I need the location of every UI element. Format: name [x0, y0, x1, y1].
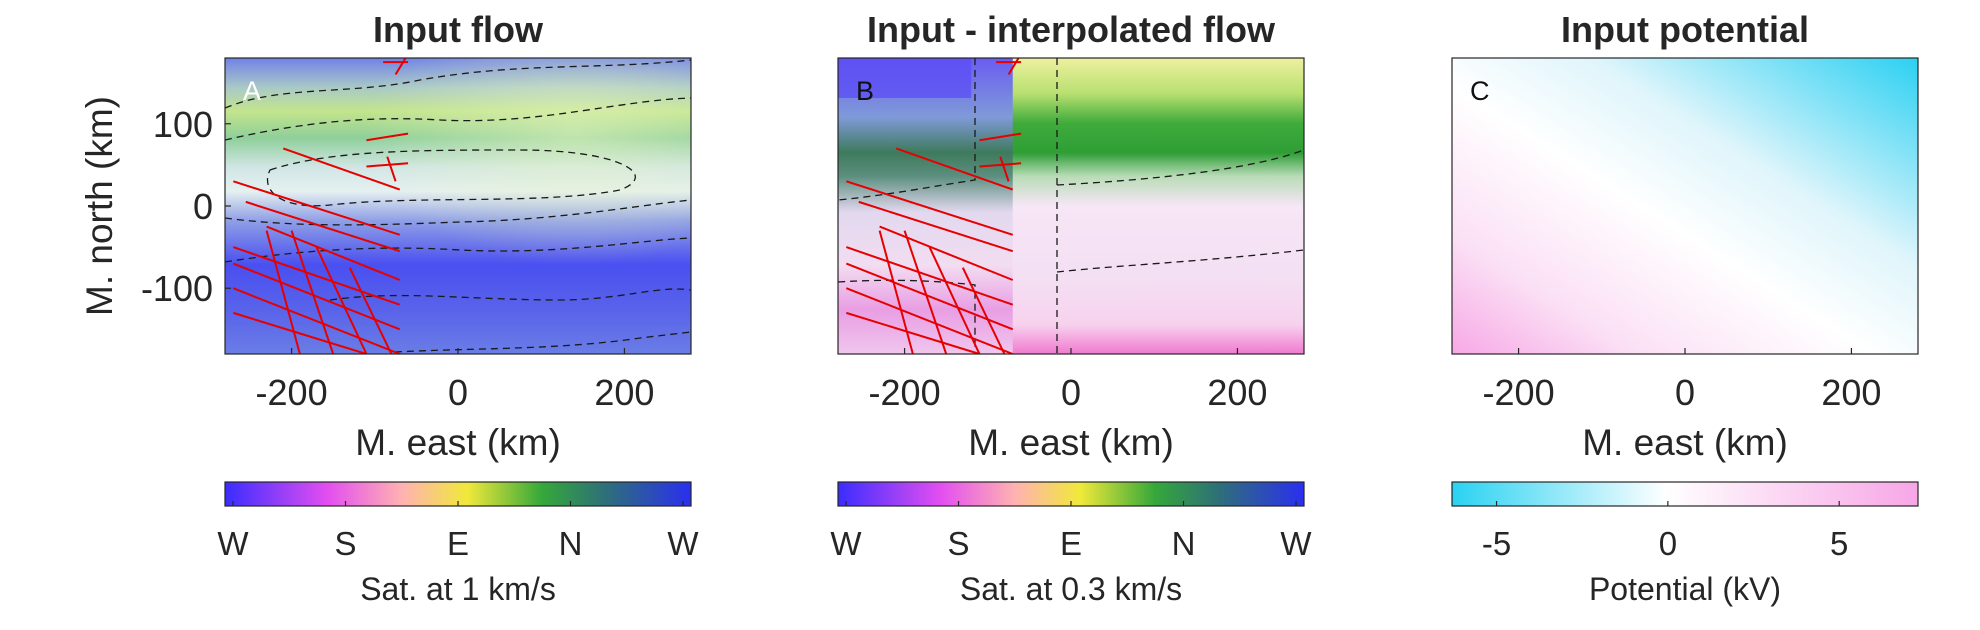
- satellite-track: [858, 200, 1014, 253]
- colorbar-tick-label: W: [217, 525, 249, 562]
- colorbar-tick-label: S: [334, 525, 356, 562]
- colorbar: -5 0 5 Potential (kV): [1451, 481, 1919, 607]
- x-tick-label: 0: [1675, 372, 1695, 413]
- satellite-track: [232, 246, 401, 306]
- x-tick-label: 200: [1821, 372, 1881, 413]
- satellite-track: [232, 262, 401, 331]
- contour-line: [329, 288, 691, 301]
- colorbar-tick-label: W: [1280, 525, 1312, 562]
- contour-line: [225, 59, 691, 109]
- satellite-track: [233, 180, 401, 236]
- x-axis-label: M. east (km): [355, 422, 561, 463]
- y-tick-label: -100: [141, 268, 213, 309]
- satellite-track: [315, 246, 368, 354]
- satellite-track: [845, 246, 1014, 306]
- panel-c: C Input potential -200 0 200 M. east (km) -5 0 5…: [1451, 9, 1919, 607]
- heatmap-field: [1452, 58, 1918, 354]
- colorbar-tick-label: N: [1172, 525, 1196, 562]
- track-group: [232, 58, 409, 354]
- contour-group: [225, 59, 691, 353]
- satellite-track: [245, 200, 401, 253]
- satellite-track: [290, 230, 335, 354]
- satellite-track: [846, 311, 980, 354]
- satellite-track: [846, 180, 1014, 236]
- y-tick-label: 0: [193, 186, 213, 227]
- colorbar-tick-label: 5: [1830, 525, 1848, 562]
- panel-b: B Input - interpolated flow -200 0 200 M. eas…: [830, 9, 1312, 607]
- colorbar: W S E N W Sat. at 1 km/s: [217, 481, 699, 607]
- satellite-track: [928, 246, 981, 354]
- satellite-track: [895, 147, 1014, 191]
- panel-a: A Input flow -200 0 200 M. east (km) 100 0 -100 M…: [79, 9, 699, 607]
- satellite-track: [845, 287, 1014, 354]
- satellite-track: [366, 162, 409, 168]
- satellite-track: [265, 230, 301, 354]
- colorbar-tick-label: W: [667, 525, 699, 562]
- x-axis-label: M. east (km): [968, 422, 1174, 463]
- colorbar-tick-label: -5: [1482, 525, 1511, 562]
- contour-line: [1056, 249, 1304, 273]
- satellite-track: [961, 267, 1006, 354]
- satellite-track: [366, 132, 409, 142]
- colorbar-tick-label: E: [1060, 525, 1082, 562]
- chart-title: Input flow: [373, 9, 544, 50]
- satellite-track: [394, 58, 407, 75]
- colorbar-gradient: [1451, 481, 1919, 507]
- x-tick-label: 0: [1061, 372, 1081, 413]
- colorbar: W S E N W Sat. at 0.3 km/s: [830, 481, 1312, 607]
- y-axis-label: M. north (km): [79, 96, 120, 316]
- colorbar-tick-label: 0: [1659, 525, 1677, 562]
- x-tick-label: -200: [1483, 372, 1555, 413]
- satellite-track: [233, 311, 367, 354]
- colorbar-label: Potential (kV): [1589, 571, 1781, 607]
- satellite-track: [999, 156, 1010, 182]
- satellite-track: [845, 262, 1014, 331]
- heatmap-corner: [838, 58, 972, 98]
- chart-title: Input potential: [1561, 9, 1809, 50]
- x-tick-label: 200: [1207, 372, 1267, 413]
- colorbar-label: Sat. at 1 km/s: [360, 571, 556, 607]
- contour-line: [225, 237, 691, 263]
- panel-letter: B: [856, 76, 874, 106]
- satellite-track: [903, 230, 948, 354]
- track-group: [845, 58, 1022, 354]
- satellite-track: [1007, 58, 1020, 75]
- colorbar-tick-label: E: [447, 525, 469, 562]
- panel-letter: A: [243, 76, 261, 106]
- chart-title: Input - interpolated flow: [867, 9, 1276, 50]
- satellite-track: [386, 156, 397, 182]
- x-axis-label: M. east (km): [1582, 422, 1788, 463]
- contour-line: [225, 97, 691, 141]
- satellite-track: [878, 230, 914, 354]
- contour-line: [225, 199, 691, 226]
- colorbar-tick-label: W: [830, 525, 862, 562]
- x-tick-label: 0: [448, 372, 468, 413]
- contour-line: [838, 58, 976, 201]
- satellite-track: [979, 132, 1022, 142]
- satellite-track: [979, 162, 1022, 168]
- satellite-track: [266, 225, 401, 281]
- satellite-track: [348, 267, 393, 354]
- colorbar-tick-label: S: [947, 525, 969, 562]
- satellite-track: [282, 147, 401, 191]
- contour-line: [266, 149, 636, 207]
- panel-letter: C: [1470, 76, 1490, 106]
- x-tick-label: -200: [256, 372, 328, 413]
- x-tick-label: -200: [869, 372, 941, 413]
- y-tick-label: 100: [153, 104, 213, 145]
- heatmap-highlight: [225, 58, 691, 354]
- colorbar-tick-label: N: [559, 525, 583, 562]
- x-tick-label: 200: [594, 372, 654, 413]
- colorbar-label: Sat. at 0.3 km/s: [960, 571, 1182, 607]
- satellite-track: [879, 225, 1014, 281]
- satellite-track: [232, 287, 401, 354]
- contour-line: [1056, 149, 1304, 186]
